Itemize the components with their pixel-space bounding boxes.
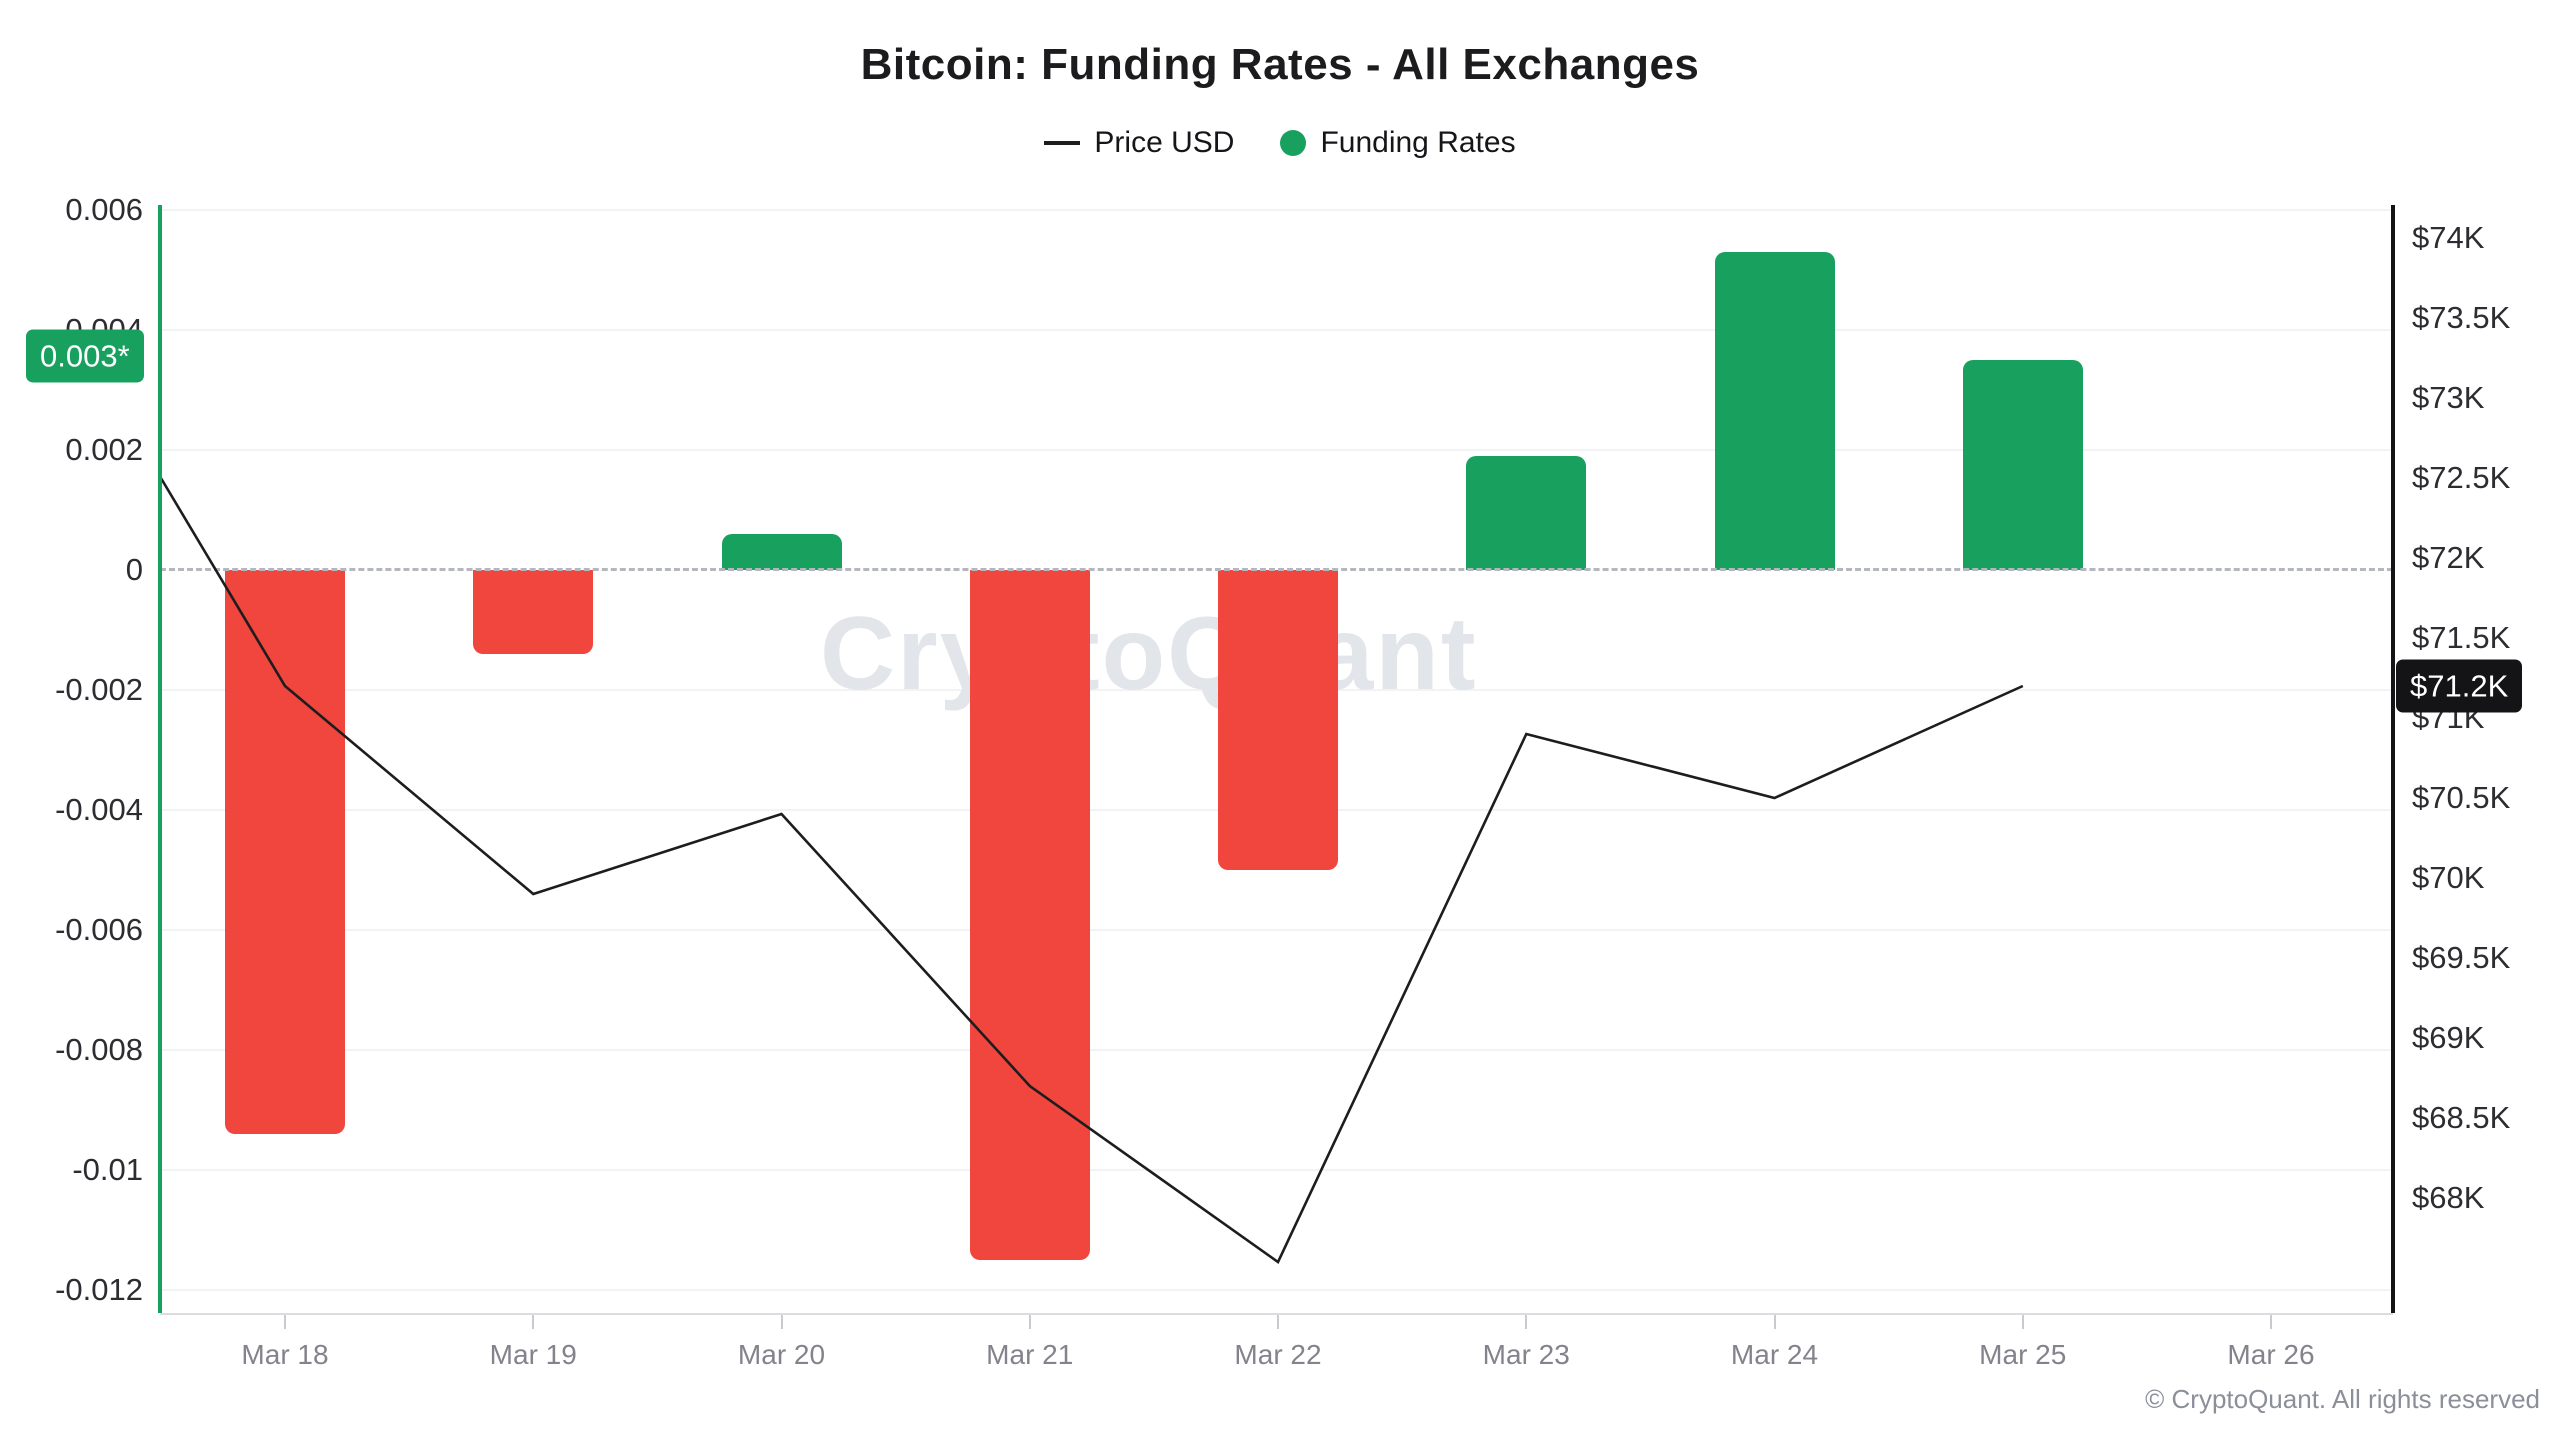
gridline: [160, 1169, 2393, 1171]
left-axis-tick-label: 0.002: [65, 432, 143, 467]
x-axis-tick: [2021, 1315, 2024, 1329]
price-line-path: [159, 477, 2024, 1264]
x-axis-label: Mar 24: [1730, 1339, 1819, 1370]
x-axis-label: Mar 21: [986, 1339, 1074, 1370]
chart-legend: Price USD Funding Rates: [0, 126, 2560, 160]
funding-rate-bar[interactable]: [473, 570, 594, 654]
right-axis-tick-label: $72K: [2412, 540, 2485, 575]
x-axis-label: Mar 20: [737, 1339, 826, 1370]
x-axis-label: Mar 19: [489, 1339, 577, 1370]
x-axis-label: Mar 26: [2227, 1339, 2315, 1370]
x-axis-tick: [1525, 1315, 1528, 1329]
funding-rate-bar[interactable]: [1218, 570, 1338, 870]
left-axis-tick-label: -0.002: [55, 672, 143, 707]
gridline: [160, 929, 2393, 931]
x-axis-tick: [780, 1315, 783, 1329]
x-axis-tick: [284, 1315, 286, 1329]
right-axis-tick-label: $70.5K: [2412, 780, 2511, 815]
right-axis-tick-label: $71.5K: [2412, 620, 2511, 655]
x-axis-tick: [1277, 1315, 1279, 1329]
gridline: [160, 1049, 2393, 1051]
left-axis-tick-label: 0: [125, 552, 143, 587]
gridline: [160, 449, 2393, 451]
left-axis-current-badge: 0.003*: [26, 329, 144, 383]
left-axis-tick-label: -0.006: [55, 912, 143, 947]
left-axis-line: [158, 205, 162, 1313]
right-axis-tick-label: $69K: [2412, 1020, 2485, 1055]
right-axis-tick-label: $72.5K: [2412, 460, 2511, 495]
x-axis-tick: [2270, 1315, 2272, 1329]
right-axis-line: [2391, 205, 2395, 1313]
funding-rate-bar[interactable]: [225, 570, 345, 1134]
left-axis-tick-label: -0.004: [55, 792, 143, 827]
x-axis-label: Mar 18: [241, 1339, 329, 1370]
chart-title: Bitcoin: Funding Rates - All Exchanges: [860, 40, 1700, 89]
gridline: [160, 1289, 2393, 1291]
x-axis-label: Mar 25: [1979, 1339, 2067, 1370]
gridline: [160, 329, 2393, 331]
left-axis-tick-label: 0.006: [65, 192, 143, 227]
funding-rate-bar[interactable]: [1962, 360, 2083, 570]
right-axis-current-badge: $71.2K: [2396, 659, 2523, 713]
right-axis-tick-label: $69.5K: [2412, 940, 2511, 975]
funding-rate-bar[interactable]: [969, 570, 1090, 1260]
funding-dot-icon: [1280, 130, 1307, 156]
watermark: CryptoQuant: [820, 596, 1478, 712]
right-axis-tick-label: $70K: [2412, 860, 2485, 895]
x-axis-label: Mar 23: [1482, 1339, 1570, 1370]
right-axis-tick-label: $68.5K: [2412, 1100, 2511, 1135]
gridline: [160, 209, 2393, 211]
bottom-axis-line: [160, 1313, 2393, 1315]
left-axis-tick-label: -0.01: [72, 1152, 143, 1187]
x-axis-label: Mar 22: [1234, 1339, 1322, 1370]
copyright-note: © CryptoQuant. All rights reserved: [2145, 1384, 2540, 1414]
x-axis-tick: [1773, 1315, 1776, 1329]
funding-rate-bar[interactable]: [721, 534, 842, 570]
right-axis-tick-label: $68K: [2412, 1180, 2485, 1215]
legend-item-price[interactable]: Price USD: [1044, 126, 1234, 160]
right-axis-tick-label: $73K: [2412, 380, 2485, 415]
legend-item-funding[interactable]: Funding Rates: [1280, 126, 1516, 160]
x-axis-tick: [532, 1315, 535, 1329]
funding-rate-bar[interactable]: [1466, 456, 1587, 570]
x-axis-tick: [1028, 1315, 1031, 1329]
legend-price-label: Price USD: [1094, 126, 1235, 159]
right-axis-tick-label: $74K: [2412, 220, 2485, 255]
left-axis-tick-label: -0.008: [55, 1032, 143, 1067]
funding-rate-bar[interactable]: [1714, 252, 1835, 570]
right-axis-tick-label: $73.5K: [2412, 300, 2511, 335]
left-axis-tick-label: -0.012: [55, 1272, 143, 1307]
zero-baseline: [160, 568, 2393, 571]
legend-funding-label: Funding Rates: [1320, 126, 1516, 159]
price-line-icon: [1044, 141, 1081, 145]
